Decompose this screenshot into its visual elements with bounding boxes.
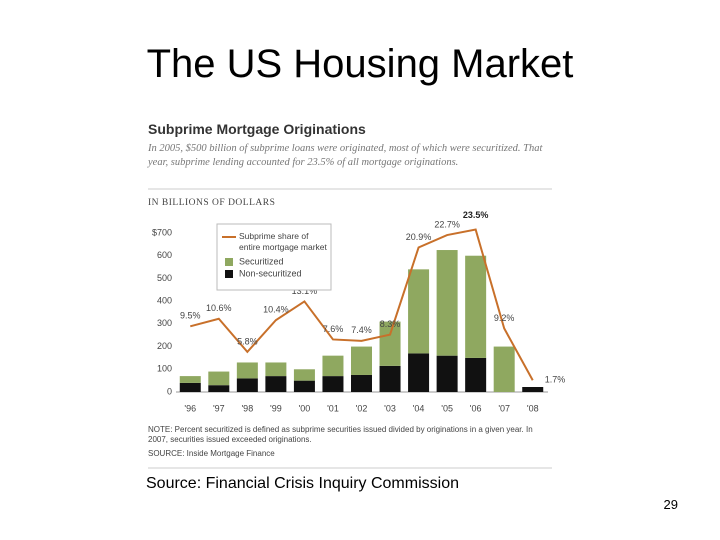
bar <box>379 321 401 366</box>
slide-title: The US Housing Market <box>146 42 574 86</box>
legend-label: Securitized <box>239 256 284 266</box>
chart-note: NOTE: Percent securitized is defined as … <box>148 425 533 444</box>
caption: Source: Financial Crisis Inquiry Commiss… <box>146 475 459 492</box>
bar <box>293 369 315 381</box>
data-label: 5.8% <box>237 336 258 346</box>
chart-subtitle: In 2005, $500 billion of subprime loans … <box>148 143 543 168</box>
data-label: 23.5% <box>463 210 489 220</box>
data-label: 7.4% <box>351 325 372 335</box>
legend-box <box>216 223 332 291</box>
bar <box>208 371 230 386</box>
x-tick-label: '07 <box>498 403 510 413</box>
data-label: 9.5% <box>180 311 201 321</box>
data-label: 8.3% <box>380 319 401 329</box>
bar <box>522 387 544 392</box>
bar <box>236 362 258 379</box>
data-label: 10.4% <box>263 304 289 314</box>
bar <box>265 376 287 392</box>
x-tick-label: '03 <box>384 403 396 413</box>
y-tick-label: $700 <box>152 227 172 237</box>
data-label: 13.1% <box>292 286 318 296</box>
bar <box>179 382 201 392</box>
data-label: 22.7% <box>434 219 460 229</box>
y-tick-label: 0 <box>167 386 172 396</box>
x-tick-label: '04 <box>413 403 425 413</box>
bar <box>379 365 401 392</box>
legend-wrap: Subprime share of entire mortgage market <box>239 231 327 252</box>
y-axis-label: IN BILLIONS OF DOLLARS <box>148 198 276 208</box>
data-label: 7.6% <box>323 324 344 334</box>
x-tick-label: '06 <box>470 403 482 413</box>
legend-label: Non-securitized <box>239 268 302 278</box>
bar <box>351 374 372 392</box>
bar <box>465 357 487 392</box>
legend-label: Subprime share of entire mortgage market <box>239 231 327 252</box>
y-tick-label: 300 <box>157 318 172 328</box>
chart-source: SOURCE: Inside Mortgage Finance <box>148 449 275 458</box>
x-tick-label: '00 <box>299 403 311 413</box>
data-label: 10.6% <box>206 303 232 313</box>
line <box>190 228 534 381</box>
data-label: 1.7% <box>545 375 566 385</box>
y-tick-label: 600 <box>157 250 172 260</box>
x-tick-label: '05 <box>441 403 453 413</box>
data-label: 20.9% <box>406 232 432 242</box>
legend-swatch <box>225 258 233 266</box>
chart-title: Subprime Mortgage Originations <box>148 121 366 137</box>
bar <box>493 346 515 392</box>
bar <box>436 250 458 356</box>
x-tick-label: '99 <box>270 403 282 413</box>
page-number: 29 <box>663 497 678 512</box>
bar <box>408 353 430 392</box>
x-tick-label: '08 <box>527 403 539 413</box>
bar <box>408 269 430 354</box>
bar <box>236 378 258 392</box>
x-tick-label: '98 <box>241 403 253 413</box>
x-tick-label: '96 <box>184 403 196 413</box>
y-tick-label: 200 <box>157 341 172 351</box>
bar <box>293 380 315 392</box>
bar <box>436 355 458 392</box>
bar <box>179 376 201 383</box>
x-tick-label: '97 <box>213 403 225 413</box>
bar <box>208 385 230 392</box>
y-tick-label: 100 <box>157 364 172 374</box>
bar <box>322 376 344 392</box>
x-tick-label: '02 <box>356 403 368 413</box>
bar <box>465 255 487 358</box>
y-tick-label: 500 <box>157 273 172 283</box>
y-tick-label: 400 <box>157 296 172 306</box>
bar <box>265 362 287 377</box>
legend-swatch <box>225 270 233 278</box>
bar <box>322 355 344 377</box>
data-label: 9.2% <box>494 313 515 323</box>
bar <box>351 346 372 375</box>
x-tick-label: '01 <box>327 403 339 413</box>
